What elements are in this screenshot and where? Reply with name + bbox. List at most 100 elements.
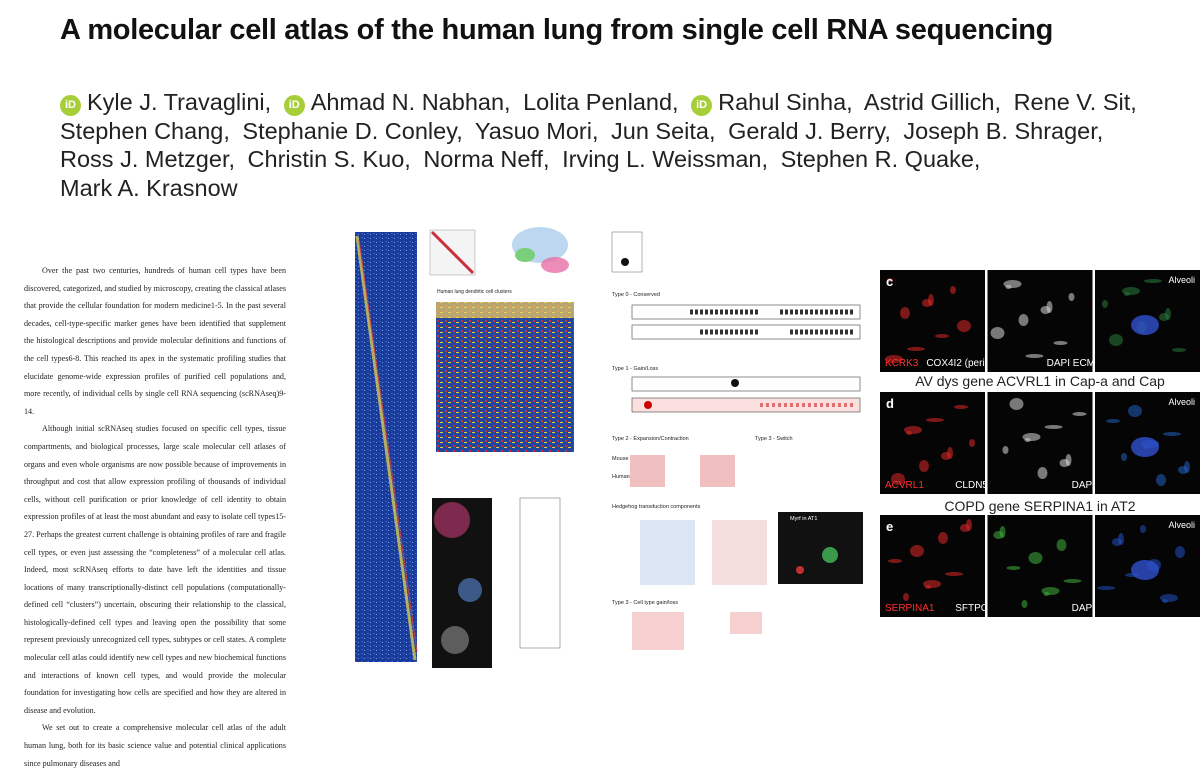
author-name: Joseph B. Shrager,	[903, 117, 1104, 144]
cell-signal	[919, 460, 929, 472]
stain-label: COX4I2 (peri)	[926, 358, 988, 369]
author: Lolita Penland,	[523, 89, 678, 115]
cell-signal	[1128, 405, 1142, 417]
cell-signal	[1097, 586, 1115, 590]
cell-signal	[1063, 579, 1082, 583]
cell-signal	[1156, 474, 1166, 486]
cell-signal	[900, 307, 910, 319]
figure-label: Type 0 - Conserved	[612, 292, 660, 298]
cell-signal	[1056, 539, 1067, 551]
author-name: Rahul Sinha,	[718, 89, 853, 115]
author: Joseph B. Shrager,	[903, 118, 1103, 144]
author: Stephen Chang,	[60, 118, 230, 144]
author-name: Ross J. Metzger,	[60, 146, 235, 172]
author: iD Ahmad N. Nabhan,	[283, 89, 511, 116]
cell-signal	[1144, 279, 1162, 283]
cell-signal	[1175, 546, 1185, 558]
paper-title: A molecular cell atlas of the human lung…	[60, 14, 1054, 46]
cell-signal	[1065, 454, 1072, 466]
micro-panel	[880, 515, 985, 617]
figure-label: Mouse	[612, 456, 629, 462]
author-name: Kyle J. Travaglini,	[87, 89, 272, 115]
author: Astrid Gillich,	[864, 89, 1001, 115]
figure-label: Type 2 - Expansion/Contraction	[612, 436, 689, 442]
cell-signal	[969, 439, 975, 447]
author-name: Ahmad N. Nabhan,	[310, 89, 511, 115]
cell-signal	[1002, 446, 1009, 454]
cell-signal	[1041, 587, 1060, 595]
cell-signal	[1184, 461, 1190, 473]
cell-signal	[1006, 566, 1021, 570]
cell-signal	[885, 355, 903, 363]
author: Stephen R. Quake,	[781, 146, 981, 172]
cell-signal	[1037, 467, 1048, 479]
cell-signal	[1072, 412, 1087, 416]
cell-signal	[1118, 533, 1124, 545]
cell-signal	[910, 545, 924, 557]
cell-signal	[954, 405, 968, 409]
cell-signal	[938, 532, 948, 544]
orcid-icon: iD	[691, 95, 713, 116]
cell-signal	[888, 559, 902, 563]
author: Stephanie D. Conley,	[242, 118, 462, 144]
cell-signal	[945, 572, 963, 576]
figure-label: Type 1 - Gain/Loss	[612, 366, 658, 372]
cell-signal	[990, 327, 1005, 339]
stain-label: DAPI	[1072, 480, 1095, 491]
cell-signal	[891, 473, 905, 485]
cell-signal	[966, 519, 972, 531]
cell-signal	[1068, 293, 1075, 301]
panel-letter: c	[886, 274, 893, 289]
cell-signal	[1009, 398, 1024, 410]
cell-signal	[928, 294, 934, 306]
cell-signal	[935, 334, 949, 338]
author-name: Norma Neff,	[423, 146, 550, 172]
cell-signal	[1109, 334, 1123, 346]
cell-signal	[1021, 600, 1028, 608]
author-name: Stephen R. Quake,	[780, 146, 981, 172]
author-list: iD Kyle J. Travaglini, iD Ahmad N. Nabhan,…	[60, 88, 1170, 202]
cell-signal	[1172, 348, 1186, 352]
heatmap-figure: Human lung dendritic cell clusters	[305, 215, 587, 674]
author: Mark A. Krasnow	[60, 175, 238, 201]
stain-label: Alveoli	[1168, 397, 1195, 407]
cell-signal	[950, 286, 956, 294]
cell-signal	[1018, 314, 1029, 326]
paragraph: We set out to create a comprehensive mol…	[24, 723, 286, 768]
stain-label: CLDN5	[955, 480, 988, 491]
figure-label: Hedgehog transduction components	[612, 504, 701, 510]
nucleus	[1131, 560, 1159, 580]
author: Norma Neff,	[423, 146, 549, 172]
cell-signal	[957, 320, 971, 332]
author: Rene V. Sit,	[1014, 89, 1137, 115]
cell-signal	[907, 347, 925, 351]
author: iD Rahul Sinha,	[691, 89, 853, 116]
cell-signal	[1025, 354, 1044, 358]
cell-signal	[923, 580, 941, 588]
author-name: Astrid Gillich,	[863, 89, 1002, 115]
cell-signal	[1122, 287, 1140, 295]
figure-caption: COPD gene SERPINA1 in AT2	[944, 498, 1135, 514]
page: A molecular cell atlas of the human lung…	[24, 14, 1200, 768]
stain-label: DAPI	[1072, 603, 1095, 614]
stain-label: Alveoli	[1168, 520, 1195, 530]
stain-label: Alveoli	[1168, 275, 1195, 285]
author-name: Stephen Chang,	[60, 117, 230, 144]
cell-signal	[1163, 432, 1181, 436]
figure-label: Type 3 - Switch	[755, 436, 793, 442]
cell-signal	[1046, 301, 1053, 313]
figure-label: Type 3 - Cell type gain/loss	[612, 600, 678, 606]
cell-signal	[904, 426, 922, 434]
figure-label: Human lung dendritic cell clusters	[437, 289, 512, 295]
paragraph: Over the past two centuries, hundreds of…	[24, 266, 286, 416]
microscopy-figure: c KCRK3 COX4I2 (peri) DAPI ECM Alveoli d ACVRL…	[880, 268, 1200, 617]
cell-signal	[887, 278, 893, 282]
author-name: Yasuo Mori,	[474, 117, 599, 144]
figure-label: Human	[612, 474, 630, 480]
author-name: Christin S. Kuo,	[247, 146, 411, 172]
cell-signal	[1053, 341, 1068, 345]
author-name: Jun Seita,	[611, 117, 716, 144]
cell-signal	[1102, 300, 1108, 308]
cell-signal	[1165, 308, 1171, 320]
orcid-icon: iD	[60, 95, 81, 116]
